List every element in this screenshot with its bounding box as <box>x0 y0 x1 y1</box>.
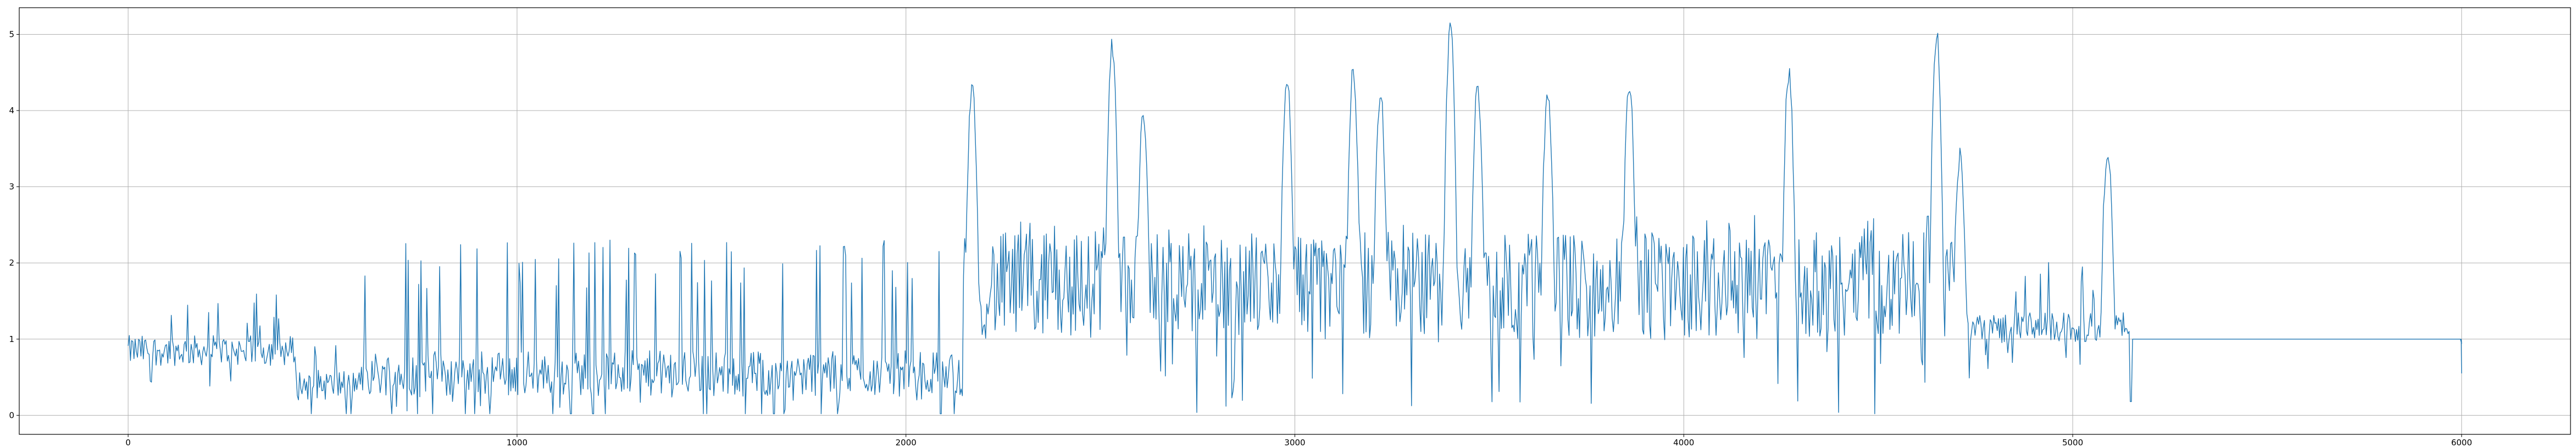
y-tick-label: 0 <box>9 410 14 420</box>
y-tick-label: 1 <box>9 334 14 344</box>
y-tick-label: 2 <box>9 258 14 268</box>
y-tick-label: 4 <box>9 106 14 115</box>
x-tick-label: 1000 <box>507 438 528 447</box>
x-tick-label: 6000 <box>2451 438 2472 447</box>
series-line <box>127 23 2462 415</box>
x-tick-label: 4000 <box>1673 438 1694 447</box>
y-tick-label: 3 <box>9 182 14 192</box>
ticks: 0 1000 2000 3000 4000 5000 6000 0 1 2 3 4 5 <box>9 30 2472 447</box>
x-tick-label: 3000 <box>1284 438 1305 447</box>
x-tick-label: 5000 <box>2062 438 2083 447</box>
grid <box>19 8 2571 434</box>
series-layer <box>127 23 2462 415</box>
y-tick-label: 5 <box>9 30 14 40</box>
x-tick-label: 0 <box>125 438 131 447</box>
x-tick-label: 2000 <box>896 438 917 447</box>
